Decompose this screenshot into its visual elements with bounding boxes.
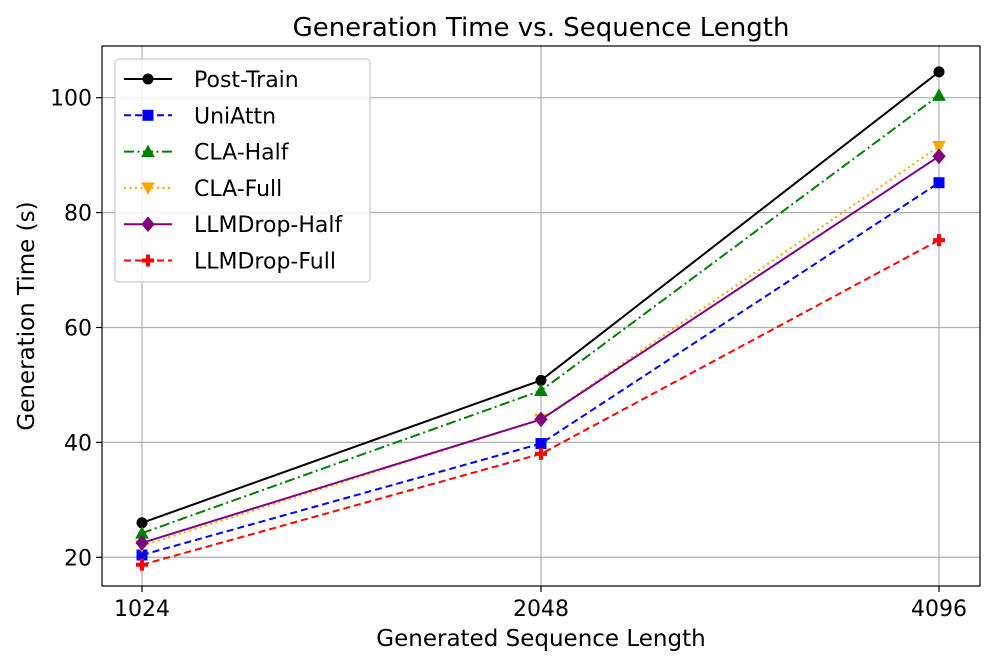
y-tick-label: 20 [64,546,92,571]
legend-box [114,58,371,283]
y-axis-label: Generation Time (s) [14,201,40,430]
data-point-cla-full [932,141,946,154]
legend-item-uniattn: UniAttn [124,104,276,129]
x-tick-label: 1024 [114,597,170,622]
legend-marker-llmdrop-half [141,216,155,232]
legend-label-cla-half: CLA-Half [194,141,290,166]
x-tick-label: 4096 [911,597,967,622]
legend-item-cla-full: CLA-Full [124,177,282,202]
series-line-uniattn [141,181,940,556]
series-lines [135,66,946,571]
data-point-uniattn [535,438,547,450]
x-tick-label: 2048 [513,597,569,622]
legend-item-llmdrop-half: LLMDrop-Half [124,213,343,238]
series-line-llmdrop-full [141,239,940,566]
legend-label-cla-full: CLA-Full [194,177,282,202]
y-tick-label: 40 [64,431,92,456]
x-axis-label: Generated Sequence Length [376,626,705,652]
y-tick-label: 60 [64,316,92,341]
y-tick-label: 80 [64,202,92,227]
legend-label-uniattn: UniAttn [194,104,276,129]
data-point-llmdrop-full [136,558,148,571]
data-point-post-train [933,66,945,78]
legend-label-llmdrop-full: LLMDrop-Full [194,250,336,275]
legend-marker-llmdrop-full [142,254,154,267]
legend-marker-cla-half [141,144,155,158]
legend-marker-uniattn [142,109,154,121]
legend-item-post-train: Post-Train [124,68,299,93]
data-point-llmdrop-full [535,447,547,460]
data-point-uniattn [933,177,945,189]
legend-label-llmdrop-half: LLMDrop-Half [194,213,343,238]
legend-marker-post-train [142,73,154,85]
legend-item-llmdrop-full: LLMDrop-Full [124,250,336,275]
data-point-llmdrop-half [932,148,946,165]
legend-item-cla-half: CLA-Half [124,141,290,166]
data-point-cla-half [932,88,946,101]
chart-title: Generation Time vs. Sequence Length [293,13,790,43]
axis-ticks: 1024 2048 4096 20 40 60 80 100 [50,87,967,622]
data-point-llmdrop-half [534,411,548,428]
data-point-llmdrop-full [933,234,945,247]
legend-marker-cla-full [141,182,155,195]
legend-label-post-train: Post-Train [194,68,299,93]
legend: Post-Train UniAttn CLA-Half CLA-Full LLMDrop… [114,58,371,283]
data-point-llmdrop-half [135,535,149,551]
data-point-cla-half [534,383,548,397]
y-tick-label: 100 [50,87,92,112]
